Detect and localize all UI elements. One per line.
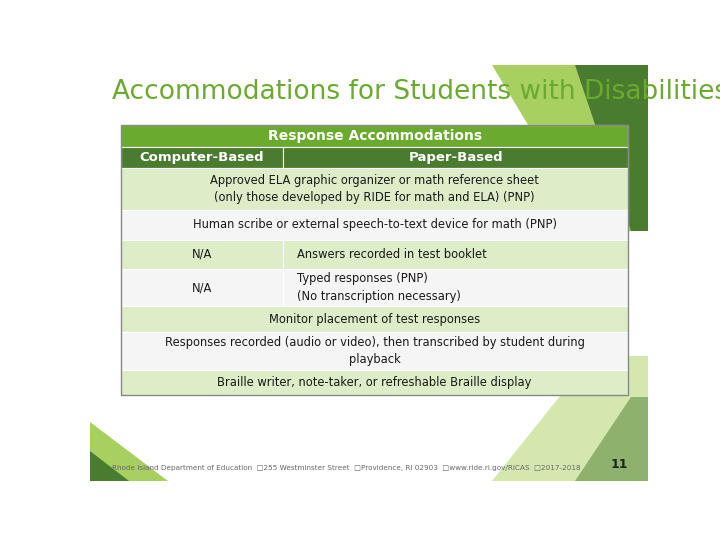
FancyBboxPatch shape [121, 240, 283, 269]
Text: N/A: N/A [192, 248, 212, 261]
Text: Responses recorded (audio or video), then transcribed by student during
playback: Responses recorded (audio or video), the… [165, 336, 585, 366]
Text: Human scribe or external speech-to-text device for math (PNP): Human scribe or external speech-to-text … [192, 218, 557, 231]
FancyBboxPatch shape [121, 147, 283, 168]
Text: Typed responses (PNP)
(No transcription necessary): Typed responses (PNP) (No transcription … [297, 272, 461, 303]
Polygon shape [492, 65, 648, 231]
Text: Answers recorded in test booklet: Answers recorded in test booklet [297, 248, 487, 261]
Text: Monitor placement of test responses: Monitor placement of test responses [269, 313, 480, 326]
FancyBboxPatch shape [283, 269, 629, 306]
Polygon shape [90, 451, 129, 481]
Text: Braille writer, note-taker, or refreshable Braille display: Braille writer, note-taker, or refreshab… [217, 376, 532, 389]
Text: Rhode Island Department of Education  □255 Westminster Street  □Providence, RI 0: Rhode Island Department of Education □25… [112, 465, 581, 471]
FancyBboxPatch shape [121, 210, 629, 240]
FancyBboxPatch shape [121, 369, 629, 395]
Text: Computer-Based: Computer-Based [140, 151, 264, 164]
FancyBboxPatch shape [121, 332, 629, 369]
Polygon shape [492, 356, 648, 481]
FancyBboxPatch shape [121, 125, 629, 147]
Text: 11: 11 [611, 458, 629, 471]
Text: Response Accommodations: Response Accommodations [268, 129, 482, 143]
Polygon shape [575, 397, 648, 481]
FancyBboxPatch shape [121, 306, 629, 332]
FancyBboxPatch shape [283, 240, 629, 269]
Text: Paper-Based: Paper-Based [408, 151, 503, 164]
Polygon shape [90, 422, 168, 481]
Text: Accommodations for Students with Disabilities: Accommodations for Students with Disabil… [112, 79, 720, 105]
FancyBboxPatch shape [121, 269, 283, 306]
Text: N/A: N/A [192, 281, 212, 294]
Text: Approved ELA graphic organizer or math reference sheet
(only those developed by : Approved ELA graphic organizer or math r… [210, 174, 539, 204]
FancyBboxPatch shape [121, 168, 629, 210]
FancyBboxPatch shape [283, 147, 629, 168]
Polygon shape [575, 65, 648, 231]
